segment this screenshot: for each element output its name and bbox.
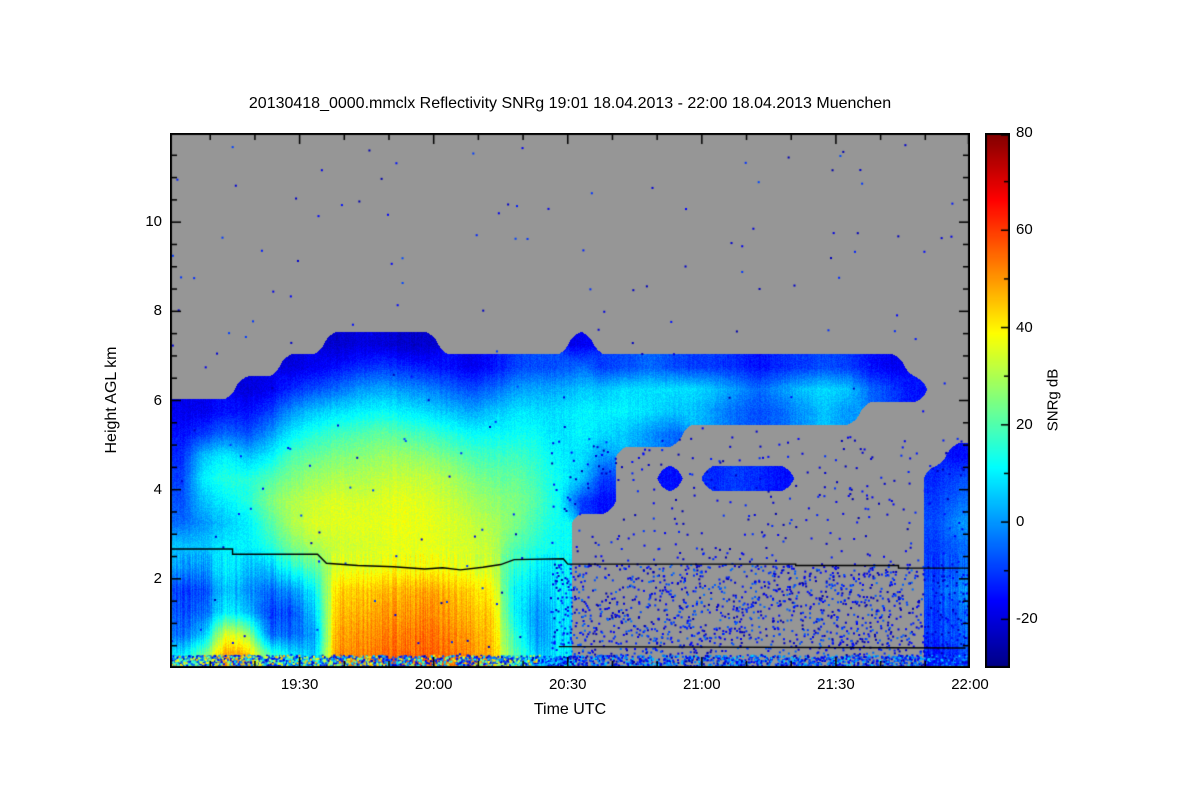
- x-tick-label: 21:00: [683, 676, 721, 693]
- x-tick-label: 21:30: [817, 676, 855, 693]
- colorbar-tick-label: 20: [1016, 415, 1033, 433]
- y-tick-label: 8: [153, 302, 162, 320]
- x-tick-label: 20:00: [414, 676, 453, 693]
- y-tick-label: 6: [153, 391, 162, 409]
- y-tick-label: 4: [153, 480, 162, 498]
- plot-title: 20130418_0000.mmclx Reflectivity SNRg 19…: [248, 95, 892, 112]
- colorbar-tick-label: 60: [1016, 221, 1033, 239]
- y-tick-label: 2: [153, 569, 162, 587]
- x-tick-label: 20:30: [548, 676, 587, 693]
- colorbar-tick-label: 40: [1016, 318, 1033, 336]
- y-tick-label: 10: [145, 213, 162, 231]
- x-axis-label: Time UTC: [533, 701, 607, 718]
- x-tick-label: 22:00: [951, 676, 989, 693]
- colorbar-tick-label: 0: [1016, 513, 1025, 531]
- colorbar-tick-label: -20: [1016, 610, 1038, 628]
- x-tick-label: 19:30: [280, 676, 319, 693]
- colorbar-canvas: [985, 133, 1010, 668]
- colorbar-tick-label: 80: [1016, 124, 1033, 141]
- heatmap-plot-canvas: [170, 133, 970, 668]
